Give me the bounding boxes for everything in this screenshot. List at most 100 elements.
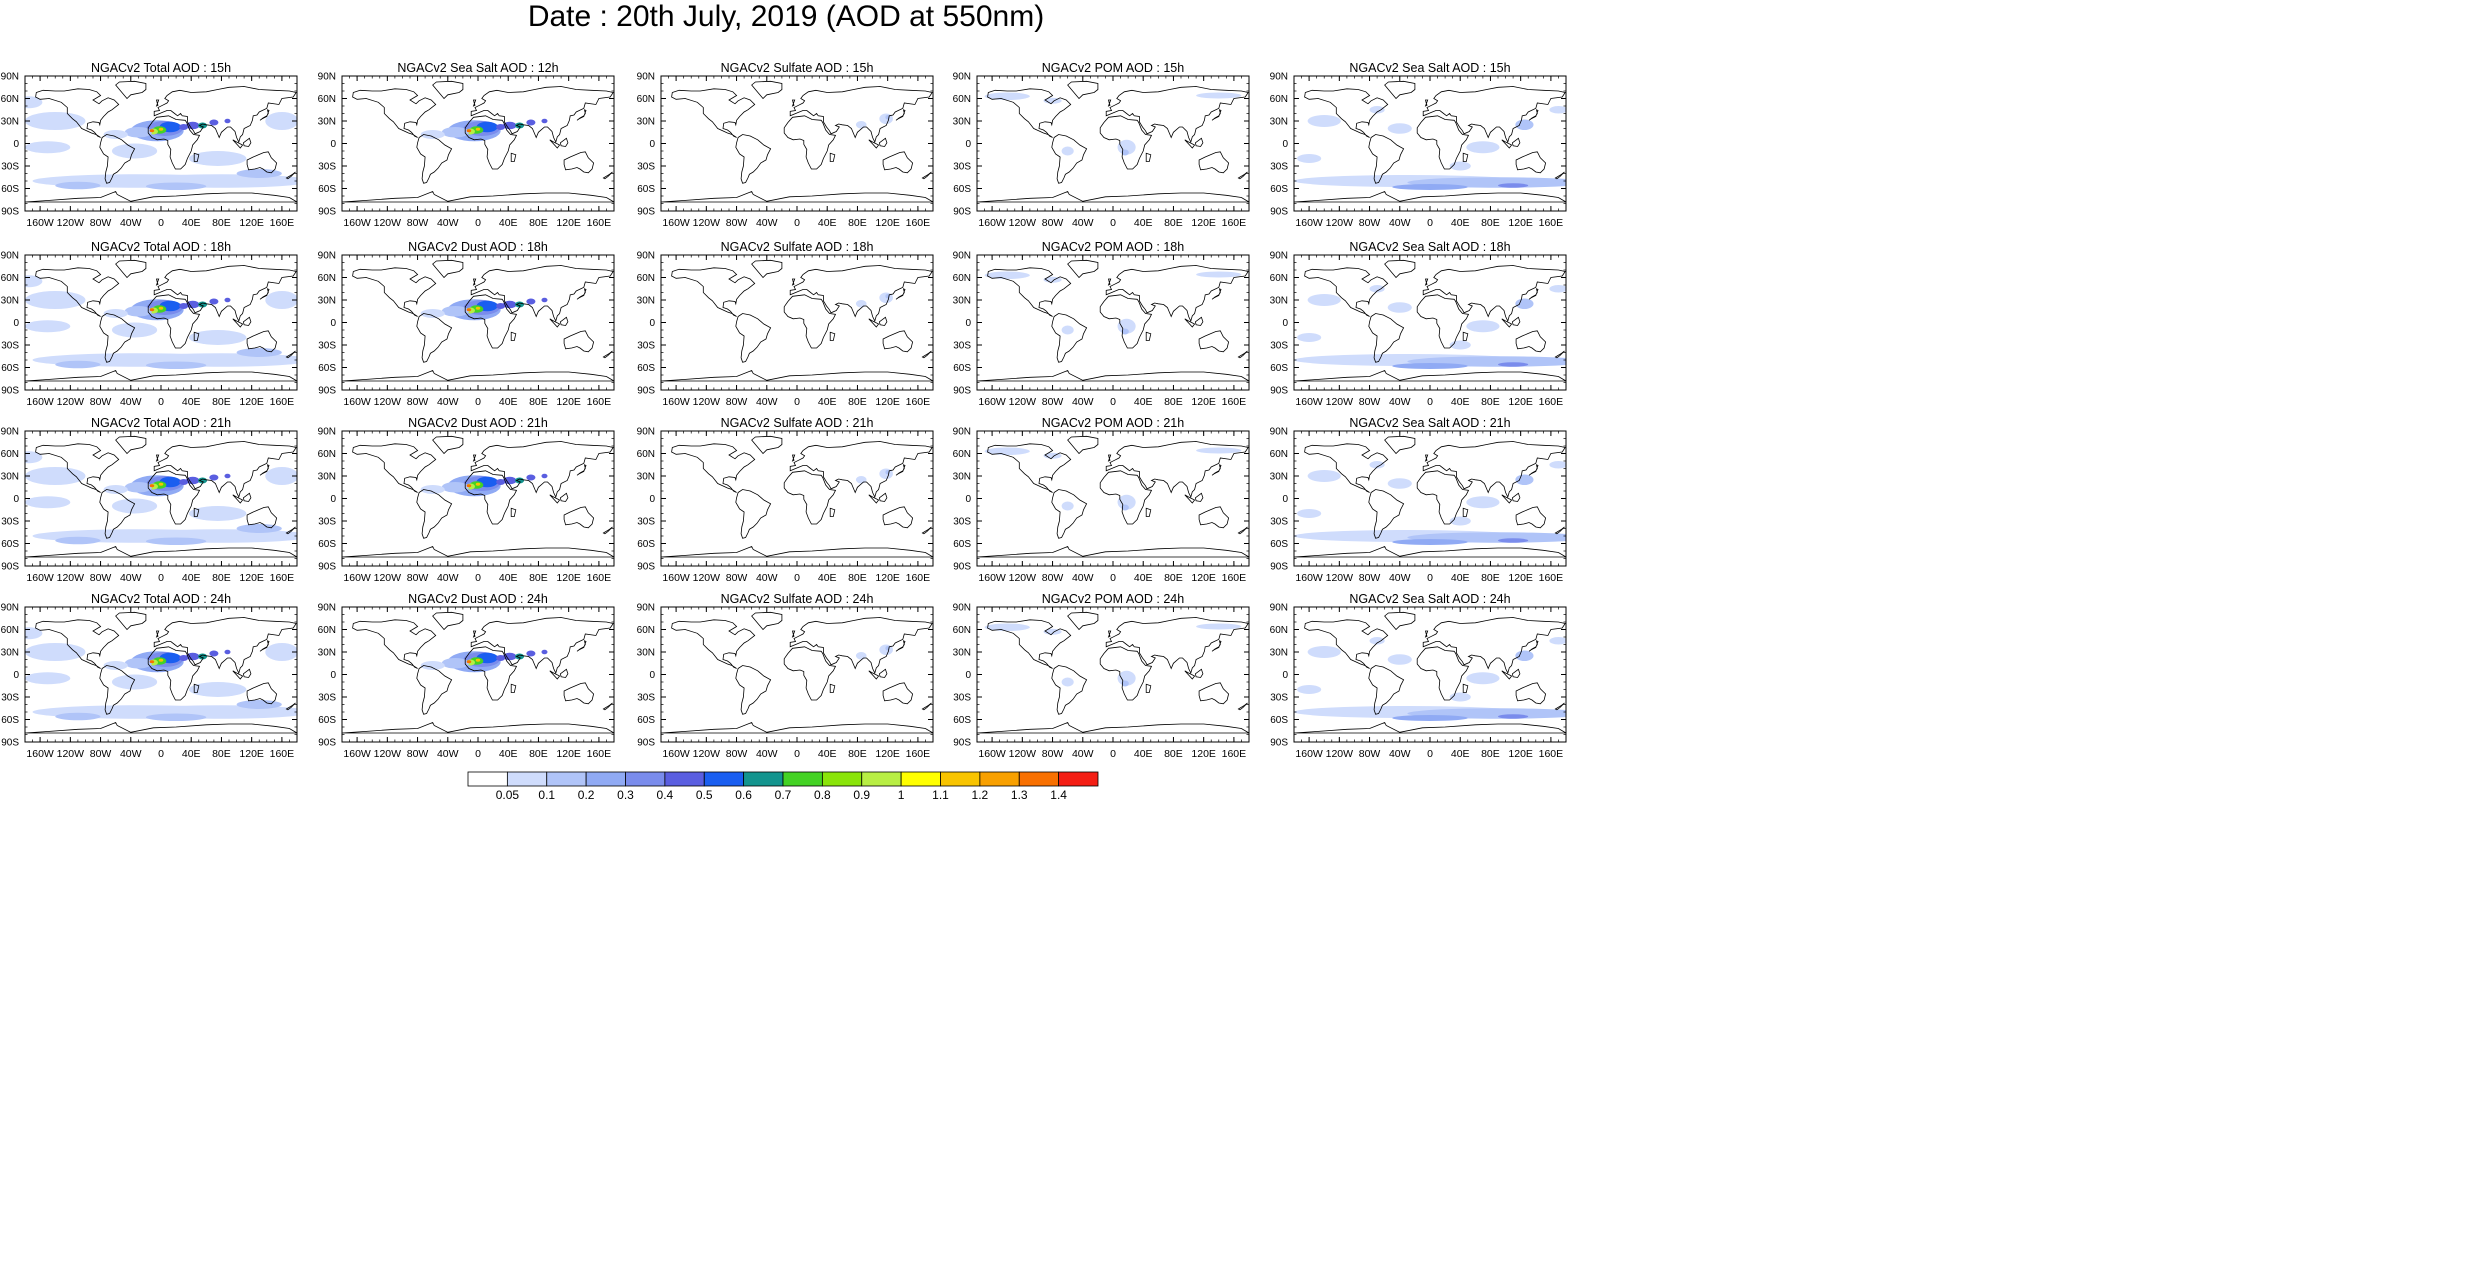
lat-tick-label: 90N: [318, 72, 336, 83]
aod-contour: [1369, 285, 1385, 293]
lat-tick-label: 60N: [318, 273, 336, 284]
aod-contour: [1498, 538, 1529, 543]
colorbar-swatch: [625, 771, 666, 787]
panel-title: NGACv2 Sulfate AOD : 18h: [721, 240, 874, 254]
lon-tick-label: 80W: [90, 572, 112, 584]
figure-title: Date : 20th July, 2019 (AOD at 550nm): [527, 0, 1045, 33]
lon-tick-label: 160E: [906, 748, 931, 760]
aod-contour: [158, 306, 164, 310]
panel-title: NGACv2 POM AOD : 21h: [1042, 416, 1184, 430]
coastline: [35, 88, 120, 138]
coastline: [1304, 443, 1389, 493]
lon-tick-label: 120W: [57, 396, 85, 408]
aod-contour: [25, 141, 71, 154]
lat-tick-label: 30N: [1270, 117, 1288, 128]
lon-tick-label: 0: [1110, 217, 1116, 229]
lon-tick-label: 160W: [26, 217, 54, 229]
coastline: [751, 259, 783, 279]
lon-tick-label: 120W: [693, 396, 721, 408]
lon-tick-label: 40W: [1072, 396, 1094, 408]
coastline: [1211, 464, 1222, 476]
coastline: [882, 682, 914, 705]
lon-tick-label: 160E: [587, 217, 612, 229]
coastline: [1384, 80, 1416, 100]
aod-contour: [475, 658, 481, 662]
lon-tick-label: 0: [794, 396, 800, 408]
map-panel: 90N 60N 30N 0 30S 60S 90S 160W 120W 80W 40W 0 40E 80E…: [953, 240, 1250, 408]
colorbar-swatch: [1018, 771, 1060, 787]
coastline: [352, 443, 437, 493]
lon-tick-label: 40E: [182, 217, 201, 229]
colorbar-label: 1.3: [1011, 788, 1028, 802]
aod-contour: [526, 650, 536, 657]
lon-tick-label: 120W: [1009, 396, 1037, 408]
aod-contour: [111, 674, 158, 690]
aod-contour: [145, 182, 207, 190]
aod-contour: [526, 474, 536, 481]
aerosol-field: [25, 275, 297, 369]
panel-title: NGACv2 Sea Salt AOD : 18h: [1349, 240, 1510, 254]
lat-tick-label: 0: [649, 139, 655, 150]
lat-tick-label: 90N: [318, 427, 336, 438]
lon-tick-label: 160W: [978, 748, 1006, 760]
lon-tick-label: 0: [475, 217, 481, 229]
coastline: [1501, 494, 1513, 504]
lon-tick-label: 80E: [1164, 217, 1183, 229]
lat-tick-label: 0: [1282, 670, 1288, 681]
panel-title: NGACv2 Sea Salt AOD : 24h: [1349, 592, 1510, 606]
coastline: [1528, 109, 1539, 121]
coastline: [783, 470, 837, 525]
lat-tick-label: 30N: [318, 648, 336, 659]
lat-tick-label: 60N: [318, 449, 336, 460]
lat-tick-label: 0: [649, 670, 655, 681]
lon-tick-label: 40W: [1072, 572, 1094, 584]
coastline: [549, 670, 561, 680]
coastline: [472, 454, 477, 462]
aod-contour: [515, 653, 525, 660]
lat-tick-label: 60S: [953, 363, 971, 374]
aod-contour: [475, 306, 481, 310]
aod-contour: [25, 627, 43, 640]
panel-title: NGACv2 POM AOD : 24h: [1042, 592, 1184, 606]
coastline: [829, 507, 836, 517]
lat-tick-label: 30N: [637, 296, 655, 307]
lon-tick-label: 80W: [407, 572, 429, 584]
lat-tick-label: 30S: [637, 517, 655, 528]
lat-tick-label: 90S: [318, 738, 336, 749]
coastline: [285, 171, 296, 180]
coastline: [1237, 702, 1248, 711]
map-panel: 90N 60N 30N 0 30S 60S 90S 160W 120W 80W 40W 0 40E 80E…: [637, 240, 934, 408]
coastline: [1198, 682, 1230, 705]
aod-contour: [541, 118, 548, 124]
map-background: [661, 607, 933, 742]
coastline: [153, 441, 297, 499]
lon-tick-label: 160W: [343, 396, 371, 408]
aod-contour: [1466, 496, 1500, 509]
coastline: [1554, 350, 1565, 359]
aod-contour: [265, 291, 297, 309]
lat-tick-label: 30S: [1, 162, 19, 173]
lat-tick-label: 30N: [318, 472, 336, 483]
coastline: [1099, 646, 1153, 701]
aod-contour: [25, 643, 86, 661]
coastline: [882, 330, 914, 353]
coastline: [1501, 139, 1513, 149]
lon-tick-label: 120W: [1326, 572, 1354, 584]
aod-contour: [496, 655, 506, 661]
coastline: [661, 369, 933, 382]
coastline: [99, 313, 136, 363]
lon-tick-label: 120E: [556, 748, 581, 760]
panel-title: NGACv2 Total AOD : 15h: [91, 61, 231, 75]
coastline: [246, 506, 278, 529]
lat-tick-label: 30N: [1, 648, 19, 659]
lat-tick-label: 60S: [953, 184, 971, 195]
lat-tick-label: 60N: [1270, 94, 1288, 105]
colorbar-swatch: [585, 771, 626, 787]
lon-tick-label: 80W: [90, 748, 112, 760]
coastline: [1528, 288, 1539, 300]
coastline: [1237, 350, 1248, 359]
aod-contour: [209, 298, 219, 305]
aod-contour: [1387, 654, 1412, 665]
lon-tick-label: 160W: [1295, 748, 1323, 760]
coastline: [559, 316, 569, 326]
